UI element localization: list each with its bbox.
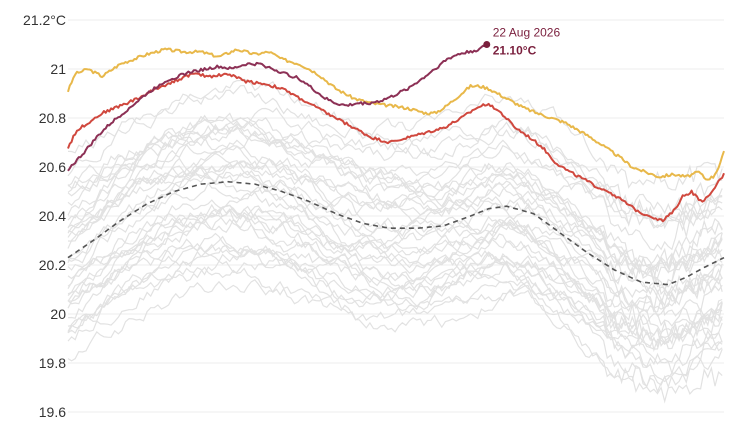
background-year-line	[67, 160, 723, 279]
background-year-line	[67, 136, 723, 274]
background-year-line	[67, 279, 723, 404]
background-year-line	[67, 232, 723, 341]
background-year-line	[67, 173, 723, 317]
background-year-line	[67, 78, 723, 215]
latest-point	[483, 41, 491, 48]
y-tick-label: 20.8	[39, 110, 66, 126]
y-tick-label: 20.2	[39, 257, 66, 273]
y-tick-label: 20.4	[39, 208, 66, 224]
background-year-line	[67, 121, 723, 230]
background-year-line	[67, 182, 723, 311]
background-year-line	[67, 203, 723, 310]
background-year-line	[67, 209, 723, 348]
y-tick-label: 20	[50, 306, 66, 322]
annotation-date: 22 Aug 2026	[493, 26, 561, 40]
background-year-line	[67, 205, 723, 350]
background-year-line	[67, 157, 723, 297]
background-year-line	[67, 133, 723, 268]
year-line	[67, 72, 725, 223]
background-year-line	[67, 126, 723, 229]
background-series	[67, 78, 723, 404]
background-year-line	[67, 145, 723, 288]
background-year-line	[67, 191, 723, 345]
background-year-line	[67, 112, 723, 251]
background-year-line	[67, 242, 723, 375]
background-year-line	[67, 211, 723, 330]
y-tick-label: 20.6	[39, 159, 66, 175]
y-tick-label: 19.8	[39, 355, 66, 371]
background-year-line	[67, 204, 723, 317]
background-year-line	[67, 160, 723, 306]
background-year-line	[67, 165, 723, 281]
y-tick-label: 21	[50, 61, 66, 77]
y-axis-labels: 21.2°C 21 20.8 20.6 20.4 20.2 20 19.8 19.6	[23, 12, 66, 420]
average-line	[67, 180, 725, 286]
annotation-value: 21.10°C	[493, 44, 537, 58]
background-year-line	[67, 107, 723, 225]
year-line	[67, 43, 488, 172]
year-line	[67, 47, 725, 181]
y-tick-label: 21.2°C	[23, 12, 66, 28]
background-year-line	[67, 84, 723, 191]
y-tick-label: 19.6	[39, 404, 66, 420]
background-year-line	[67, 114, 723, 232]
latest-annotation: 22 Aug 2026 21.10°C	[483, 26, 560, 58]
background-year-line	[67, 259, 723, 365]
highlight-series	[67, 43, 725, 286]
background-year-line	[67, 266, 723, 394]
